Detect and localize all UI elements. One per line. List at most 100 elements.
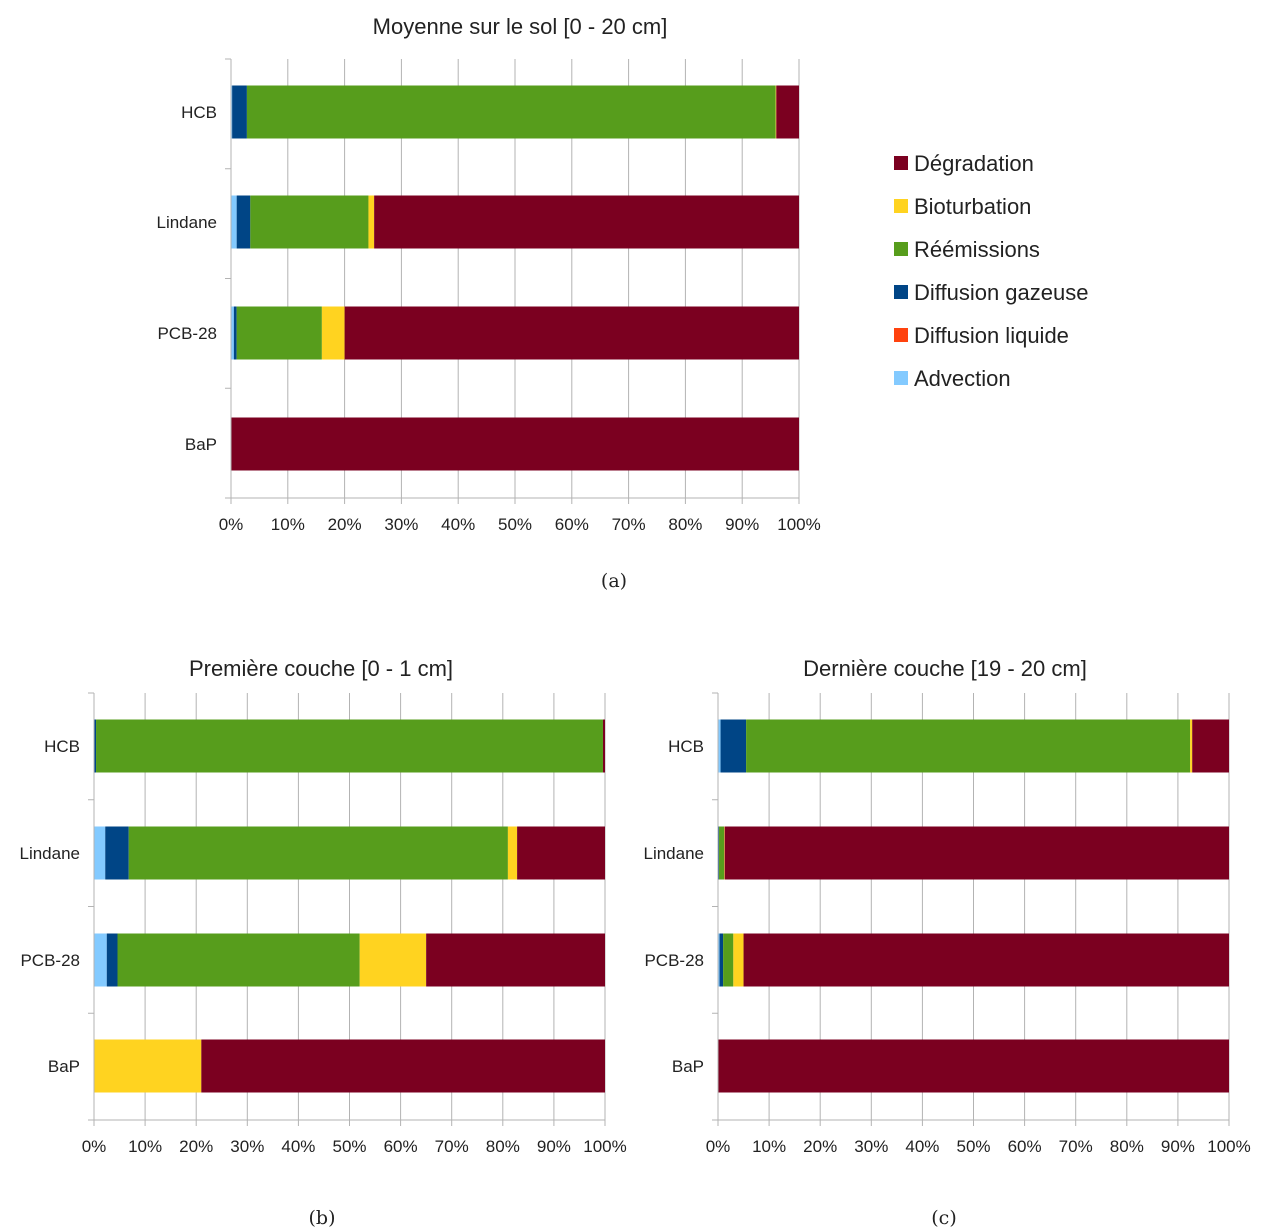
caption-b: (b) bbox=[309, 1207, 336, 1229]
chart-a-x-tick-label: 100% bbox=[777, 515, 820, 534]
chart-a-bar-hcb-reemissions bbox=[246, 85, 776, 139]
chart-b-title: Première couche [0 - 1 cm] bbox=[189, 656, 453, 681]
chart-c-axes bbox=[712, 692, 1229, 1121]
chart-b-bar-pcb-28-reemissions bbox=[117, 933, 360, 987]
chart-a-x-tick-label: 70% bbox=[612, 515, 646, 534]
chart-b-bar-hcb-degradation bbox=[602, 719, 605, 773]
legend-swatch-degradation bbox=[894, 156, 908, 170]
legend-swatch-advection bbox=[894, 371, 908, 385]
chart-c-bar-hcb-diffusion-gazeuse bbox=[720, 719, 747, 773]
chart-a-x-tick-label: 80% bbox=[668, 515, 702, 534]
chart-a-bar-pcb-28-bioturbation bbox=[321, 306, 345, 360]
chart-a-x-tick-label: 10% bbox=[271, 515, 305, 534]
chart-a-bar-hcb-advection bbox=[231, 85, 233, 139]
chart-b-x-tick-label: 20% bbox=[179, 1137, 213, 1156]
chart-c-bar-hcb-degradation bbox=[1192, 719, 1229, 773]
chart-a-category-label: PCB-28 bbox=[157, 324, 217, 343]
chart-b-bar-lindane-diffusion-gazeuse bbox=[105, 826, 129, 880]
chart-b-bar-bap-degradation bbox=[201, 1039, 605, 1093]
chart-b-x-tick-label: 100% bbox=[583, 1137, 626, 1156]
chart-b-labels: 0% 10% 20% 30% 40% 50% 60% 70% 80% 90% 100% HCB Lind… bbox=[19, 737, 626, 1156]
chart-c-x-tick-label: 90% bbox=[1161, 1137, 1195, 1156]
chart-b-axes bbox=[88, 692, 605, 1121]
chart-c-bar-lindane-degradation bbox=[724, 826, 1229, 880]
chart-b-bar-hcb-reemissions bbox=[96, 719, 603, 773]
chart-b-x-tick-label: 40% bbox=[281, 1137, 315, 1156]
chart-c-bar-pcb-28-diffusion-gazeuse bbox=[719, 933, 724, 987]
chart-c-x-tick-label: 10% bbox=[752, 1137, 786, 1156]
chart-b-bar-pcb-28-bioturbation bbox=[359, 933, 427, 987]
legend: Dégradation Bioturbation Réémissions Dif… bbox=[894, 151, 1089, 391]
chart-c-labels: 0% 10% 20% 30% 40% 50% 60% 70% 80% 90% 100% HCB Lind… bbox=[643, 737, 1250, 1156]
chart-a-category-label: Lindane bbox=[156, 213, 217, 232]
chart-c-x-tick-label: 0% bbox=[706, 1137, 731, 1156]
chart-b-bar-pcb-28-diffusion-gazeuse bbox=[106, 933, 118, 987]
chart-a-bar-lindane-diffusion-gazeuse bbox=[236, 195, 251, 249]
chart-c-bar-pcb-28-degradation bbox=[743, 933, 1229, 987]
legend-swatch-bioturbation bbox=[894, 199, 908, 213]
chart-b-x-tick-label: 30% bbox=[230, 1137, 264, 1156]
chart-a-category-label: HCB bbox=[181, 103, 217, 122]
legend-swatch-reemissions bbox=[894, 242, 908, 256]
chart-b-x-tick-label: 0% bbox=[82, 1137, 107, 1156]
chart-a-category-label: BaP bbox=[185, 435, 217, 454]
chart-c-x-tick-label: 30% bbox=[854, 1137, 888, 1156]
chart-a-bar-pcb-28-reemissions bbox=[236, 306, 322, 360]
chart-c-x-tick-label: 100% bbox=[1207, 1137, 1250, 1156]
chart-b-category-label: BaP bbox=[48, 1057, 80, 1076]
legend-swatch-diffusion-liquide bbox=[894, 328, 908, 342]
chart-b-bar-lindane-advection bbox=[94, 826, 106, 880]
chart-a-x-tick-label: 90% bbox=[725, 515, 759, 534]
chart-a-x-tick-label: 0% bbox=[219, 515, 244, 534]
chart-c-bar-bap-degradation bbox=[718, 1039, 1229, 1093]
chart-b-bar-hcb-diffusion-gazeuse bbox=[94, 719, 97, 773]
chart-c-x-tick-label: 50% bbox=[956, 1137, 990, 1156]
chart-c-bar-hcb-bioturbation bbox=[1190, 719, 1193, 773]
chart-b-bar-lindane-bioturbation bbox=[507, 826, 518, 880]
caption-c: (c) bbox=[931, 1207, 956, 1229]
chart-a-axes bbox=[225, 58, 799, 499]
chart-a-x-tick-label: 40% bbox=[441, 515, 475, 534]
chart-c-bar-pcb-28-reemissions bbox=[723, 933, 734, 987]
caption-a: (a) bbox=[601, 570, 627, 592]
chart-a-bar-pcb-28-advection bbox=[231, 306, 234, 360]
chart-c-bars bbox=[718, 719, 1229, 1093]
chart-c-bar-lindane-bioturbation bbox=[724, 826, 725, 880]
chart-b-x-tick-label: 50% bbox=[332, 1137, 366, 1156]
chart-a-x-tick-label: 30% bbox=[384, 515, 418, 534]
chart-a-bar-pcb-28-degradation bbox=[344, 306, 799, 360]
chart-a-bars bbox=[231, 85, 799, 471]
legend-label-advection: Advection bbox=[914, 366, 1011, 391]
chart-a-bar-lindane-reemissions bbox=[250, 195, 369, 249]
chart-c-x-tick-label: 40% bbox=[905, 1137, 939, 1156]
chart-a-bar-lindane-advection bbox=[231, 195, 237, 249]
chart-b-bar-bap-bioturbation bbox=[94, 1039, 202, 1093]
chart-b-x-tick-label: 70% bbox=[435, 1137, 469, 1156]
legend-label-degradation: Dégradation bbox=[914, 151, 1034, 176]
chart-c-x-tick-label: 80% bbox=[1110, 1137, 1144, 1156]
chart-b-bar-lindane-reemissions bbox=[128, 826, 508, 880]
chart-b-x-tick-label: 80% bbox=[486, 1137, 520, 1156]
legend-label-diffusion-liquide: Diffusion liquide bbox=[914, 323, 1069, 348]
chart-a-bar-bap-degradation bbox=[231, 417, 799, 471]
chart-c-bar-hcb-advection bbox=[718, 719, 721, 773]
chart-c: Dernière couche [19 - 20 cm] 0% 10% 20% 30%… bbox=[643, 656, 1250, 1156]
chart-a-bar-hcb-degradation bbox=[776, 85, 799, 139]
chart-a-bar-pcb-28-diffusion-gazeuse bbox=[233, 306, 237, 360]
chart-a-bar-hcb-diffusion-gazeuse bbox=[232, 85, 247, 139]
chart-b: Première couche [0 - 1 cm] 0% 10% 20% 30% 40… bbox=[19, 656, 626, 1156]
chart-b-category-label: Lindane bbox=[19, 844, 80, 863]
chart-c-x-tick-label: 70% bbox=[1059, 1137, 1093, 1156]
chart-c-category-label: HCB bbox=[668, 737, 704, 756]
chart-b-x-tick-label: 60% bbox=[384, 1137, 418, 1156]
chart-b-x-tick-label: 90% bbox=[537, 1137, 571, 1156]
chart-c-category-label: Lindane bbox=[643, 844, 704, 863]
chart-c-bar-hcb-reemissions bbox=[746, 719, 1191, 773]
legend-swatch-diffusion-gazeuse bbox=[894, 285, 908, 299]
chart-c-bar-pcb-28-advection bbox=[718, 933, 720, 987]
chart-b-bar-pcb-28-degradation bbox=[426, 933, 605, 987]
chart-a-bar-lindane-degradation bbox=[374, 195, 799, 249]
chart-c-category-label: PCB-28 bbox=[644, 951, 704, 970]
chart-b-category-label: PCB-28 bbox=[20, 951, 80, 970]
